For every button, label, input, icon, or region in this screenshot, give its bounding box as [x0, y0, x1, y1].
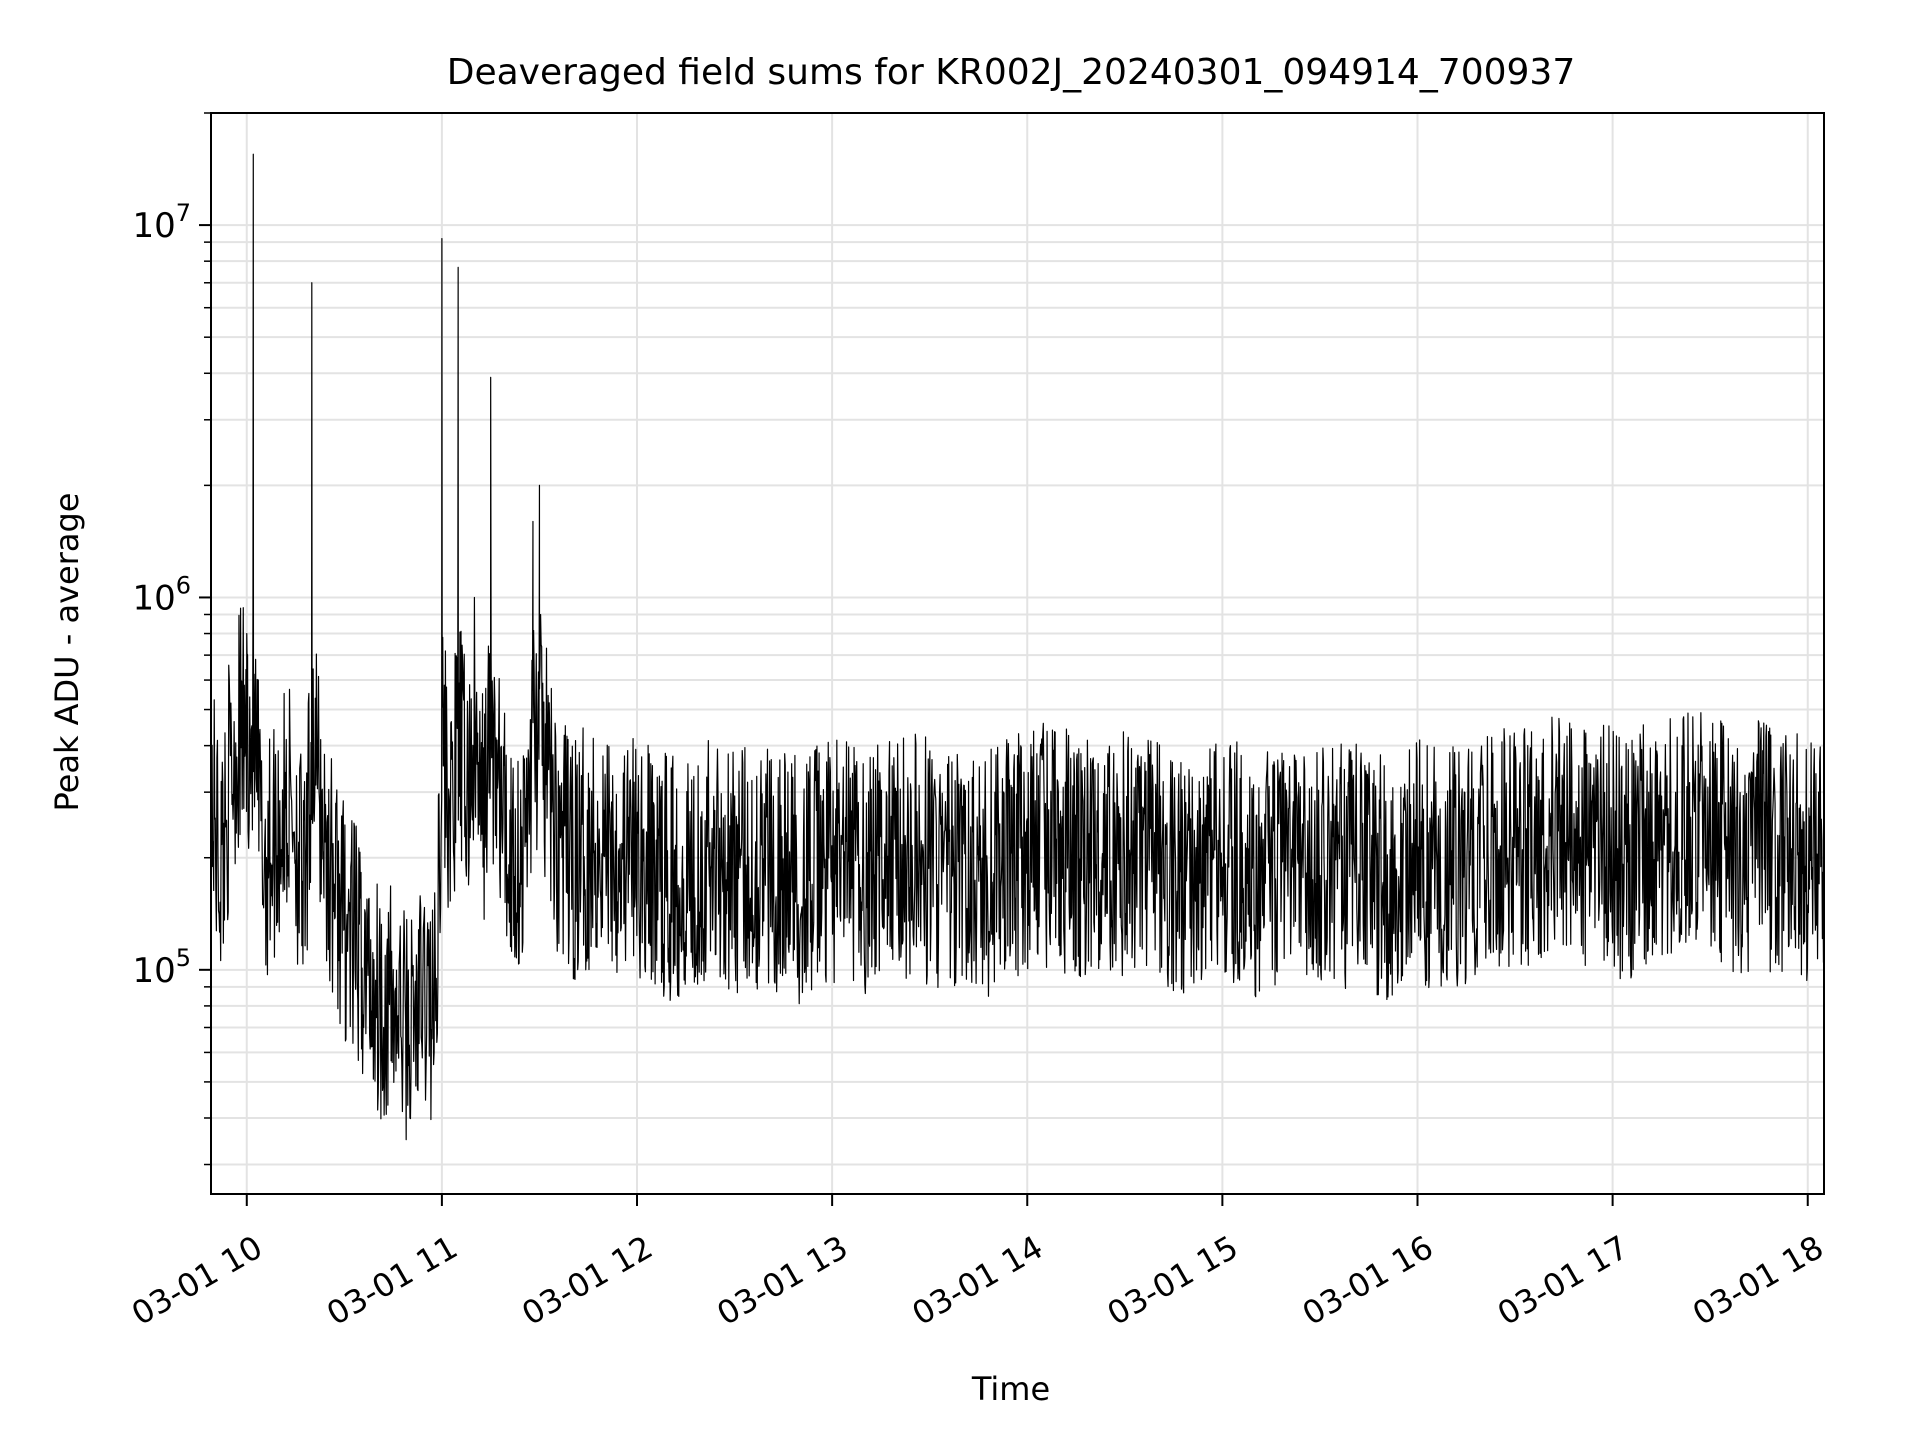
x-axis-label: Time	[971, 1370, 1050, 1408]
x-tick-label: 03-01 13	[711, 1228, 855, 1333]
x-tick-label: 03-01 17	[1491, 1228, 1635, 1333]
x-tick-label: 03-01 16	[1296, 1228, 1440, 1333]
data-series-line	[210, 153, 1825, 1141]
x-tick-label: 03-01 11	[320, 1228, 464, 1333]
x-tick-label: 03-01 14	[906, 1228, 1050, 1333]
x-tick-label: 03-01 15	[1101, 1228, 1245, 1333]
x-tick-label: 03-01 18	[1686, 1228, 1830, 1333]
y-tick-label: 107	[132, 199, 191, 246]
y-tick-label: 105	[132, 944, 191, 991]
x-tick-label: 03-01 10	[125, 1228, 269, 1333]
series-layer	[210, 153, 1825, 1141]
y-tick-label: 106	[132, 571, 191, 618]
y-axis-label: Peak ADU - average	[48, 493, 86, 812]
x-tick-label: 03-01 12	[515, 1228, 659, 1333]
x-axis: 03-01 10 03-01 11 03-01 12 03-01 13 03-01 14…	[125, 1194, 1830, 1333]
plot-frame	[210, 112, 1825, 1195]
grid	[211, 112, 1824, 1194]
chart-title: Deaveraged field sums for KR002J_2024030…	[447, 52, 1575, 93]
y-axis: 105 106 107	[132, 112, 211, 1166]
